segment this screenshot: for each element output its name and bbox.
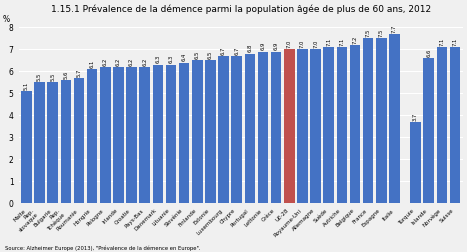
Text: 7.0: 7.0 bbox=[313, 40, 318, 48]
Bar bbox=[48, 82, 58, 203]
Text: 5.7: 5.7 bbox=[77, 68, 82, 77]
Text: 6.3: 6.3 bbox=[169, 55, 174, 64]
Bar bbox=[376, 38, 387, 203]
Text: 6.9: 6.9 bbox=[261, 42, 266, 50]
Text: 7.7: 7.7 bbox=[392, 24, 397, 33]
Text: 3.7: 3.7 bbox=[413, 112, 418, 120]
Bar bbox=[311, 49, 321, 203]
Bar bbox=[284, 49, 295, 203]
Text: 6.2: 6.2 bbox=[142, 57, 147, 66]
Bar bbox=[126, 67, 137, 203]
Bar bbox=[232, 56, 242, 203]
Bar bbox=[61, 80, 71, 203]
Text: 6.1: 6.1 bbox=[90, 59, 95, 68]
Text: 6.2: 6.2 bbox=[103, 57, 108, 66]
Text: 7.1: 7.1 bbox=[340, 38, 344, 46]
Bar bbox=[450, 47, 460, 203]
Bar bbox=[100, 67, 111, 203]
Text: 7.0: 7.0 bbox=[300, 40, 305, 48]
Bar bbox=[205, 60, 216, 203]
Bar bbox=[21, 91, 32, 203]
Text: 6.3: 6.3 bbox=[156, 55, 160, 64]
Text: 6.2: 6.2 bbox=[129, 57, 134, 66]
Text: 6.8: 6.8 bbox=[248, 44, 252, 52]
Text: 5.6: 5.6 bbox=[64, 71, 68, 79]
Bar bbox=[258, 52, 268, 203]
Bar bbox=[297, 49, 308, 203]
Text: 6.2: 6.2 bbox=[116, 57, 121, 66]
Bar bbox=[74, 78, 84, 203]
Bar bbox=[34, 82, 45, 203]
Text: 6.7: 6.7 bbox=[234, 46, 239, 55]
Y-axis label: %: % bbox=[2, 15, 10, 24]
Bar bbox=[192, 60, 203, 203]
Bar bbox=[271, 52, 282, 203]
Bar bbox=[363, 38, 374, 203]
Text: 5.1: 5.1 bbox=[24, 81, 29, 90]
Bar bbox=[350, 45, 361, 203]
Bar bbox=[337, 47, 347, 203]
Text: 5.5: 5.5 bbox=[50, 73, 55, 81]
Bar bbox=[87, 69, 98, 203]
Text: 6.6: 6.6 bbox=[426, 48, 431, 57]
Text: 7.0: 7.0 bbox=[287, 40, 292, 48]
Text: 6.5: 6.5 bbox=[208, 51, 213, 59]
Bar bbox=[424, 58, 434, 203]
Text: 7.1: 7.1 bbox=[453, 38, 458, 46]
Text: 7.1: 7.1 bbox=[326, 38, 331, 46]
Text: 6.4: 6.4 bbox=[182, 53, 187, 61]
Text: 6.9: 6.9 bbox=[274, 42, 279, 50]
Text: 7.5: 7.5 bbox=[366, 29, 371, 37]
Bar bbox=[153, 65, 163, 203]
Bar bbox=[179, 62, 190, 203]
Bar bbox=[245, 54, 255, 203]
Title: 1.15.1 Prévalence de la démence parmi la population âgée de plus de 60 ans, 2012: 1.15.1 Prévalence de la démence parmi la… bbox=[50, 4, 431, 14]
Bar bbox=[219, 56, 229, 203]
Bar bbox=[140, 67, 150, 203]
Text: 7.5: 7.5 bbox=[379, 29, 384, 37]
Text: 7.1: 7.1 bbox=[439, 38, 444, 46]
Bar bbox=[113, 67, 124, 203]
Bar bbox=[324, 47, 334, 203]
Text: 7.2: 7.2 bbox=[353, 35, 358, 44]
Bar bbox=[410, 122, 421, 203]
Bar bbox=[166, 65, 176, 203]
Bar bbox=[389, 34, 400, 203]
Text: 6.5: 6.5 bbox=[195, 51, 200, 59]
Text: 6.7: 6.7 bbox=[221, 46, 226, 55]
Text: 5.5: 5.5 bbox=[37, 73, 42, 81]
Bar bbox=[437, 47, 447, 203]
Text: Source: Alzheimer Europe (2013), "Prévalence de la démence en Europe".: Source: Alzheimer Europe (2013), "Préval… bbox=[5, 245, 200, 251]
